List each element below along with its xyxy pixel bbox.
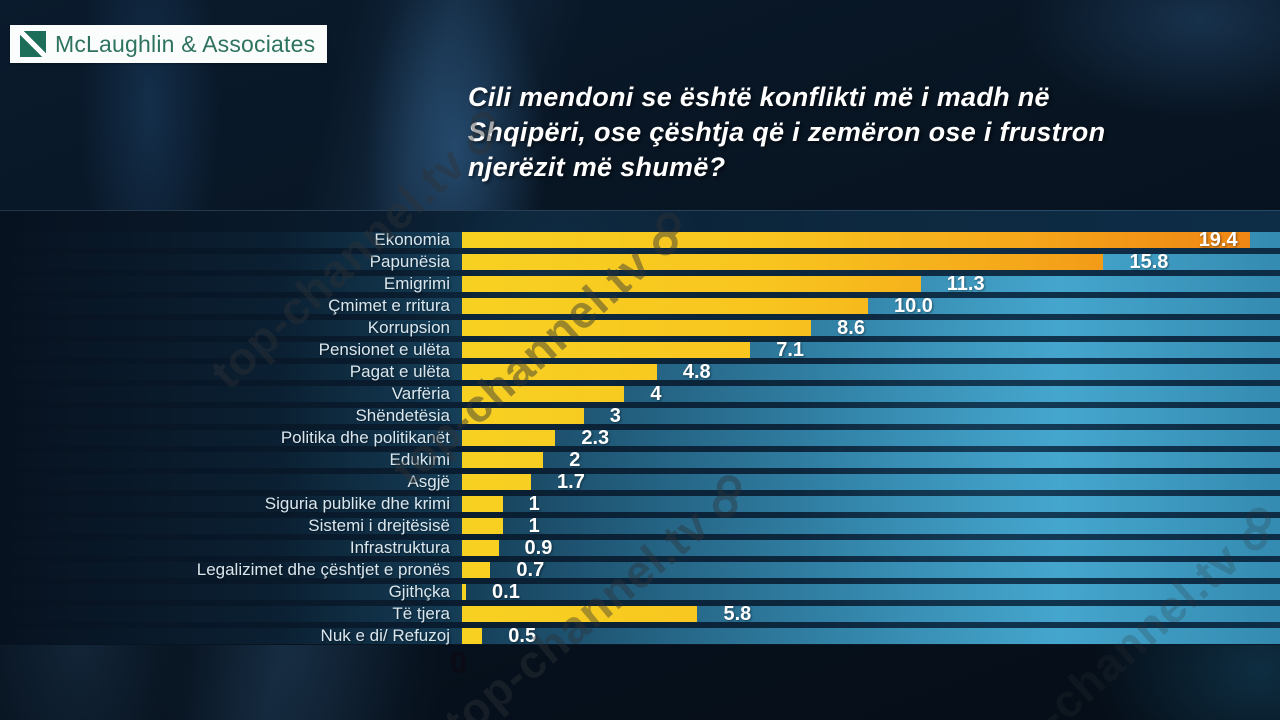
value-label: 10.0: [894, 295, 933, 317]
value-label: 3: [609, 405, 621, 427]
bar-sh-ndet-sia: [462, 408, 584, 424]
category-label: Pensionet e ulëta: [318, 340, 450, 359]
category-label: Çmimet e rritura: [328, 296, 450, 315]
bar-korrupsion: [462, 320, 812, 336]
chart-row: Nuk e di/ Refuzoj 0.5: [0, 625, 1280, 647]
category-label: Edukimi: [389, 450, 450, 469]
category-label: Emigrimi: [383, 274, 450, 293]
title-line-2: Shqipëri, ose çështja që i zemëron ose i…: [468, 117, 1106, 147]
chart-row: Sistemi i drejtësisë 1: [0, 515, 1280, 537]
value-label: 8.6: [837, 317, 865, 339]
bar-siguria-publike-dhe-krimi: [462, 496, 503, 512]
bar-edukimi: [462, 452, 544, 468]
bar-nuk-e-di-refuzoj: [462, 628, 483, 644]
chart-row: Shëndetësia 3: [0, 405, 1280, 427]
value-label: 4.8: [682, 361, 711, 383]
category-label: Papunësia: [369, 252, 450, 271]
chart-row: Gjithçka 0.1: [0, 581, 1280, 603]
chart-row: Papunësia 15.8: [0, 251, 1280, 273]
category-label: Shëndetësia: [355, 406, 450, 425]
value-label: 0.1: [492, 581, 520, 603]
row-track: [0, 540, 1280, 556]
row-track: [0, 518, 1280, 534]
value-label: 7.1: [776, 339, 805, 361]
chart-row: Korrupsion 8.6: [0, 317, 1280, 339]
value-label: 1: [528, 515, 540, 537]
chart-question-title: Cili mendoni se është konflikti më i mad…: [468, 80, 1228, 185]
value-label: 1: [528, 493, 540, 515]
row-track: [0, 628, 1280, 644]
value-label: 0.5: [508, 625, 537, 647]
category-label: Ekonomia: [374, 230, 450, 249]
category-label: Infrastruktura: [349, 538, 450, 557]
value-label: 4: [650, 383, 662, 405]
row-track: [0, 474, 1280, 490]
bar-gjith-ka: [462, 584, 467, 600]
row-track: [0, 496, 1280, 512]
bar-sistemi-i-drejt-sis-: [462, 518, 503, 534]
value-label: 1.7: [557, 471, 585, 493]
chart-row: Pagat e ulëta 4.8: [0, 361, 1280, 383]
bar-emigrimi: [462, 276, 921, 292]
chart-row: Legalizimet dhe çështjet e pronës 0.7: [0, 559, 1280, 581]
category-label: Asgjë: [407, 472, 450, 491]
category-label: Politika dhe politikanët: [280, 428, 450, 447]
value-label: 2: [569, 449, 581, 471]
value-label: 11.3: [946, 273, 985, 295]
category-label: Sistemi i drejtësisë: [308, 516, 450, 535]
chart-row: Asgjë 1.7: [0, 471, 1280, 493]
bar-varf-ria: [462, 386, 625, 402]
bar-pagat-e-ul-ta: [462, 364, 657, 380]
bar-politika-dhe-politikan-t: [462, 430, 556, 446]
row-track: [0, 584, 1280, 600]
category-label: Pagat e ulëta: [349, 362, 450, 381]
bar-infrastruktura: [462, 540, 499, 556]
bar-asgj-: [462, 474, 532, 490]
bar-papun-sia: [462, 254, 1104, 270]
value-label: 2.3: [581, 427, 610, 449]
category-label: Të tjera: [392, 604, 450, 623]
value-label: 15.8: [1129, 251, 1169, 273]
x-axis-origin-label: 0: [450, 645, 468, 680]
value-label: 0.9: [524, 537, 553, 559]
category-label: Nuk e di/ Refuzoj: [320, 626, 450, 645]
category-label: Legalizimet dhe çështjet e pronës: [196, 560, 450, 579]
mclaughlin-logo: McLaughlin & Associates: [10, 25, 328, 63]
bar-pensionet-e-ul-ta: [462, 342, 751, 358]
bar-chart: Ekonomia 19.4 Papunësia 15.8 Emigrimi 11.3 Çmi…: [0, 210, 1280, 647]
chart-row: Infrastruktura 0.9: [0, 537, 1280, 559]
chart-row: Politika dhe politikanët 2.3: [0, 427, 1280, 449]
chart-row: Siguria publike dhe krimi 1: [0, 493, 1280, 515]
chart-row: Pensionet e ulëta 7.1: [0, 339, 1280, 361]
bar-legalizimet-dhe-shtjet-e-pron-s: [462, 562, 491, 578]
chart-row: Të tjera 5.8: [0, 603, 1280, 625]
value-label: 19.4: [1198, 229, 1238, 251]
chart-row: Edukimi 2: [0, 449, 1280, 471]
category-label: Korrupsion: [367, 318, 450, 337]
bar--mimet-e-rritura: [462, 298, 868, 314]
row-track: [0, 408, 1280, 424]
value-label: 5.8: [723, 603, 752, 625]
mclaughlin-logo-text: McLaughlin & Associates: [55, 30, 316, 57]
category-label: Varfëria: [391, 384, 450, 403]
row-track: [0, 386, 1280, 402]
title-line-1: Cili mendoni se është konflikti më i mad…: [468, 82, 1050, 112]
title-line-3: njerëzit më shumë?: [468, 152, 726, 182]
mclaughlin-logo-icon: [20, 31, 46, 57]
chart-row: Emigrimi 11.3: [0, 273, 1280, 295]
chart-row: Ekonomia 19.4: [0, 229, 1280, 251]
row-track: [0, 430, 1280, 446]
bar-t-tjera: [462, 606, 698, 622]
chart-row: Çmimet e rritura 10.0: [0, 295, 1280, 317]
value-label: 0.7: [516, 559, 545, 581]
bar-ekonomia: [462, 232, 1250, 248]
row-track: [0, 452, 1280, 468]
row-track: [0, 562, 1280, 578]
chart-row: Varfëria 4: [0, 383, 1280, 405]
category-label: Siguria publike dhe krimi: [264, 494, 450, 513]
category-label: Gjithçka: [388, 582, 450, 601]
